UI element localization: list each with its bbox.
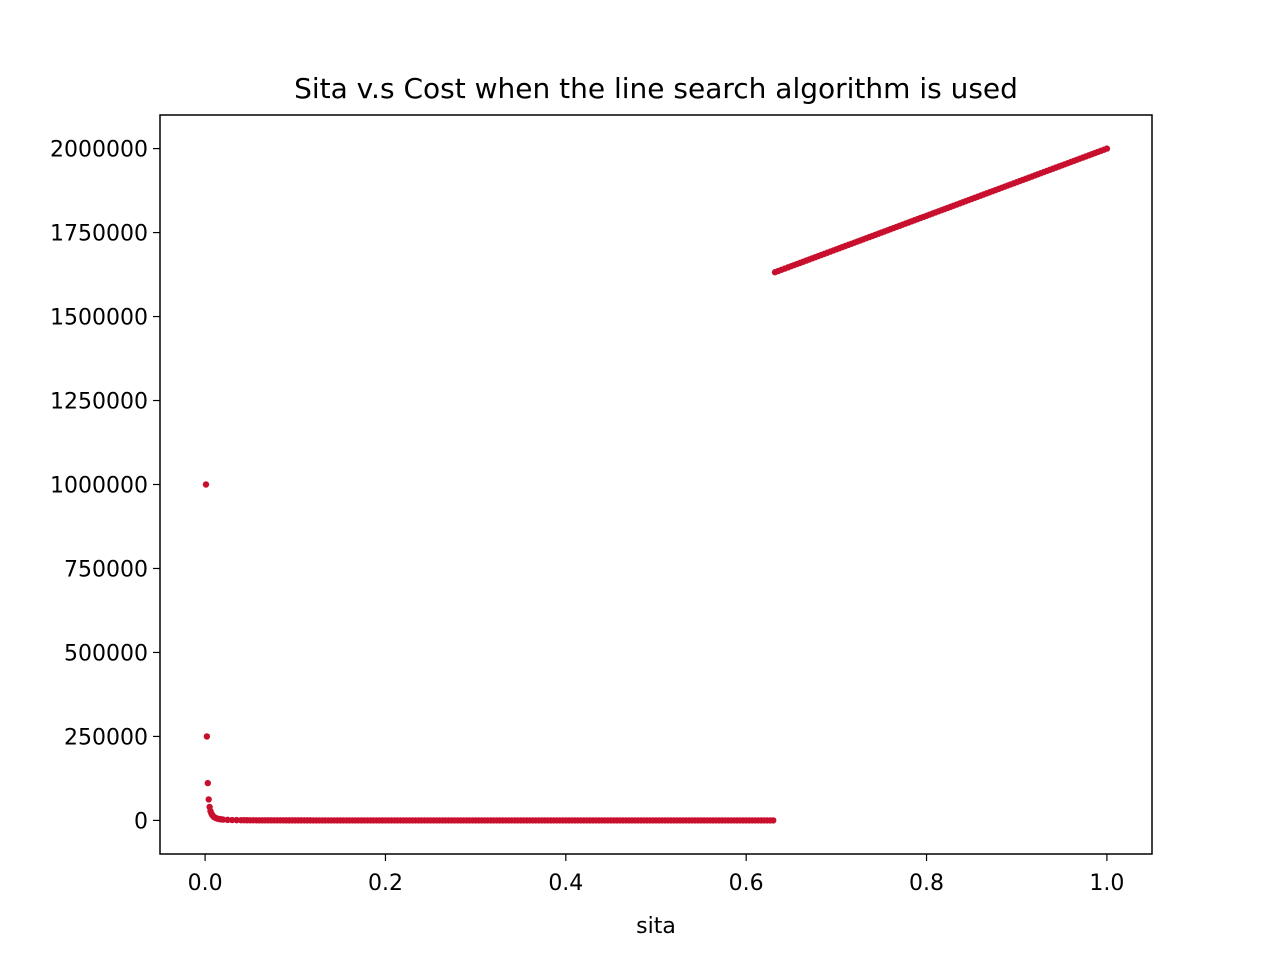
scatter-point [203, 733, 211, 740]
y-tick-label: 1500000 [50, 306, 148, 331]
y-tick-label: 250000 [64, 725, 148, 750]
x-tick-label: 0.4 [548, 871, 583, 896]
scatter-point [205, 796, 212, 803]
x-tick-label: 0.0 [188, 871, 223, 896]
chart-title: Sita v.s Cost when the line search algor… [294, 72, 1018, 105]
scatter-point [1103, 145, 1111, 152]
scatter-points [202, 145, 1111, 824]
y-tick-label: 1750000 [50, 222, 148, 247]
scatter-point [228, 816, 236, 824]
x-tick-label: 0.6 [729, 871, 764, 896]
y-axis-ticks: 0 250000 500000 750000 1000000 1250000 1500000… [50, 138, 160, 834]
y-tick-label: 750000 [64, 557, 148, 582]
scatter-point [204, 779, 211, 787]
scatter-point [233, 816, 240, 824]
x-axis-label: sita [636, 914, 676, 939]
y-tick-label: 0 [134, 809, 148, 834]
y-tick-label: 500000 [64, 641, 148, 666]
x-axis-ticks: 0.0 0.2 0.4 0.6 0.8 1.0 [188, 854, 1124, 896]
y-tick-label: 2000000 [50, 138, 148, 163]
y-tick-label: 1250000 [50, 390, 148, 415]
x-tick-label: 1.0 [1089, 871, 1124, 896]
y-tick-label: 1000000 [50, 474, 148, 499]
scatter-point [202, 481, 210, 488]
x-tick-label: 0.8 [909, 871, 944, 896]
scatter-point [224, 816, 231, 824]
scatter-point [770, 817, 777, 824]
x-tick-label: 0.2 [368, 871, 403, 896]
